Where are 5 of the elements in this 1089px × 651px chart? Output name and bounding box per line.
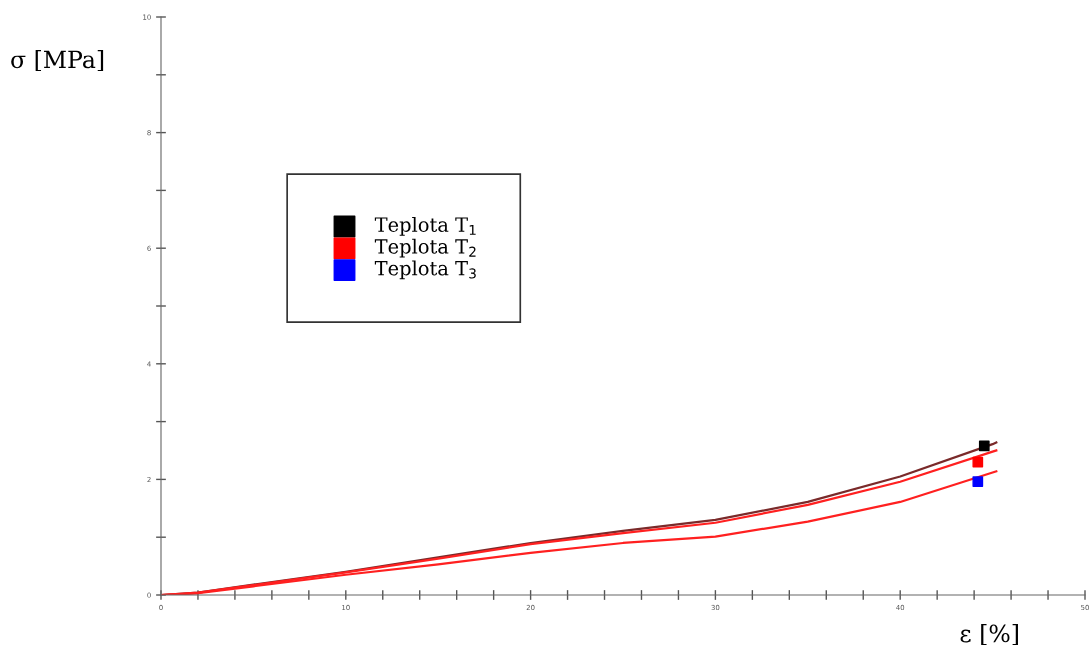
legend-label: Teplota T$_{3}$ xyxy=(374,260,476,280)
y-axis-title: σ [MPa] xyxy=(11,50,104,72)
x-axis-title: ε [%] xyxy=(960,624,1018,646)
legend-label: Teplota T$_{2}$ xyxy=(374,238,476,258)
legend-label: Teplota T$_{1}$ xyxy=(374,216,476,236)
